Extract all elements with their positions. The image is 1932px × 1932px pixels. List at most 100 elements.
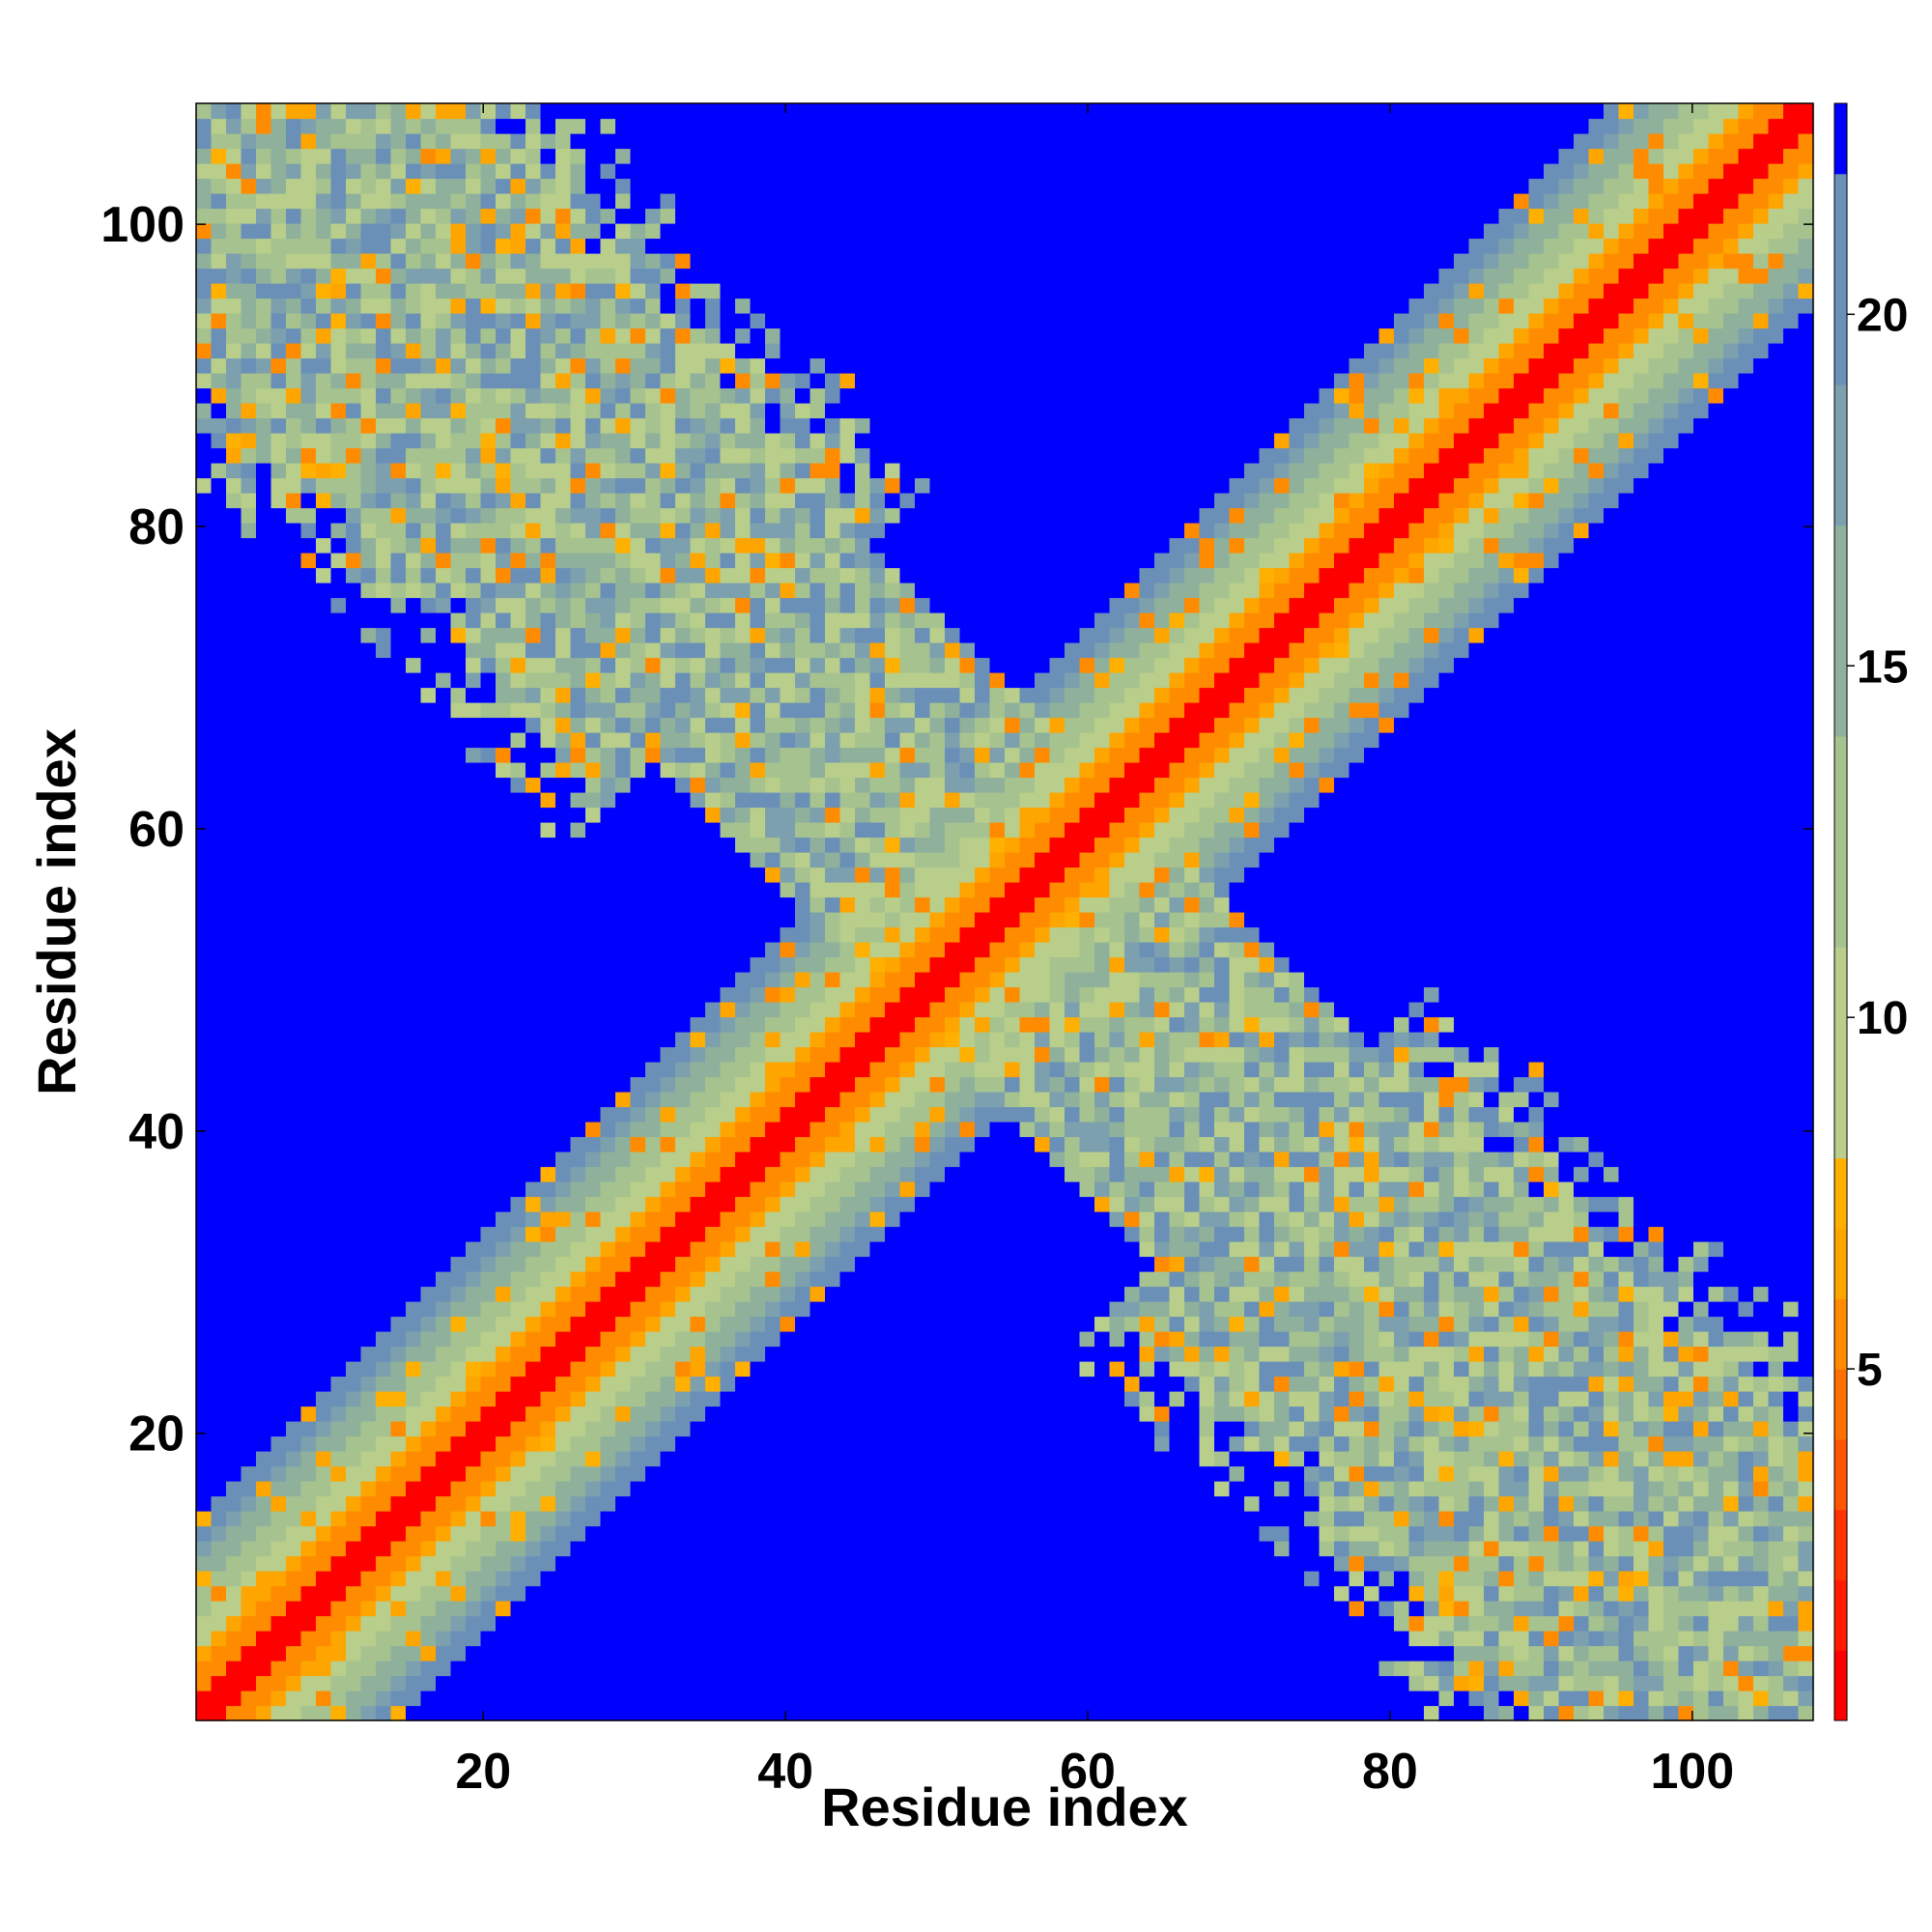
heatmap-cell xyxy=(765,447,781,464)
heatmap-cell xyxy=(390,1406,407,1422)
heatmap-cell xyxy=(795,493,811,509)
heatmap-cell xyxy=(450,762,467,779)
heatmap-cell xyxy=(570,1675,586,1691)
heatmap-cell xyxy=(885,1465,901,1482)
heatmap-cell xyxy=(600,882,616,898)
heatmap-cell xyxy=(406,493,422,509)
heatmap-cell xyxy=(660,1016,676,1033)
heatmap-cell xyxy=(600,1076,616,1093)
heatmap-cell xyxy=(585,417,602,434)
heatmap-cell xyxy=(406,1286,422,1302)
heatmap-cell xyxy=(795,1316,811,1332)
heatmap-cell xyxy=(690,223,706,240)
heatmap-cell xyxy=(705,1271,722,1288)
heatmap-cell xyxy=(540,403,556,419)
heatmap-cell xyxy=(211,1541,227,1557)
heatmap-cell xyxy=(360,1391,377,1407)
heatmap-cell xyxy=(196,298,213,314)
heatmap-cell xyxy=(450,1631,467,1647)
heatmap-cell xyxy=(645,1451,662,1467)
heatmap-cell xyxy=(360,1601,377,1617)
heatmap-cell xyxy=(705,1406,722,1422)
heatmap-cell xyxy=(406,268,422,284)
heatmap-cell xyxy=(256,1166,272,1182)
heatmap-cell xyxy=(450,1421,467,1437)
heatmap-cell xyxy=(675,1495,692,1512)
heatmap-cell xyxy=(496,852,512,868)
heatmap-cell xyxy=(645,657,662,673)
heatmap-cell xyxy=(810,1166,826,1182)
heatmap-cell xyxy=(286,193,302,210)
heatmap-cell xyxy=(226,417,242,434)
heatmap-cell xyxy=(300,1435,317,1452)
heatmap-cell xyxy=(450,507,467,524)
heatmap-cell xyxy=(480,1002,497,1018)
heatmap-cell xyxy=(660,687,676,703)
heatmap-cell xyxy=(540,298,556,314)
heatmap-cell xyxy=(256,417,272,434)
heatmap-cell xyxy=(690,807,706,823)
heatmap-cell xyxy=(675,1046,692,1063)
heatmap-cell xyxy=(615,373,632,389)
heatmap-cell xyxy=(570,103,586,120)
heatmap-cell xyxy=(466,1361,482,1378)
heatmap-cell xyxy=(436,253,452,270)
heatmap-cell xyxy=(885,1331,901,1348)
heatmap-cell xyxy=(256,223,272,240)
heatmap-cell xyxy=(869,926,886,943)
heatmap-cell xyxy=(256,702,272,719)
heatmap-cell xyxy=(480,942,497,958)
heatmap-cell xyxy=(555,1166,572,1182)
heatmap-cell xyxy=(241,1076,257,1093)
heatmap-cell xyxy=(330,1631,347,1647)
heatmap-cell xyxy=(420,403,437,419)
heatmap-cell xyxy=(420,792,437,809)
heatmap-cell xyxy=(196,1571,213,1587)
heatmap-cell xyxy=(780,208,796,224)
heatmap-cell xyxy=(795,1032,811,1048)
heatmap-cell xyxy=(855,148,871,164)
heatmap-cell xyxy=(645,942,662,958)
heatmap-cell xyxy=(496,702,512,719)
heatmap-cell xyxy=(436,642,452,659)
heatmap-cell xyxy=(630,148,646,164)
heatmap-cell xyxy=(795,1465,811,1482)
heatmap-cell xyxy=(406,1435,422,1452)
heatmap-cell xyxy=(526,537,542,554)
heatmap-cell xyxy=(526,178,542,194)
heatmap-cell xyxy=(300,118,317,134)
heatmap-cell xyxy=(570,118,586,134)
heatmap-cell xyxy=(510,1286,526,1302)
heatmap-cell xyxy=(436,193,452,210)
heatmap-cell xyxy=(720,477,736,494)
heatmap-cell xyxy=(420,268,437,284)
heatmap-cell xyxy=(660,1122,676,1138)
heatmap-cell xyxy=(196,493,213,509)
heatmap-cell xyxy=(825,327,841,344)
heatmap-cell xyxy=(585,268,602,284)
heatmap-cell xyxy=(330,1032,347,1048)
heatmap-cell xyxy=(660,477,676,494)
heatmap-cell xyxy=(570,283,586,299)
heatmap-cell xyxy=(466,1076,482,1093)
heatmap-cell xyxy=(376,1435,392,1452)
heatmap-cell xyxy=(720,1555,736,1572)
heatmap-cell xyxy=(555,657,572,673)
heatmap-cell xyxy=(705,193,722,210)
heatmap-cell xyxy=(316,417,332,434)
heatmap-cell xyxy=(211,1705,227,1721)
heatmap-cell xyxy=(585,942,602,958)
heatmap-cell xyxy=(211,1122,227,1138)
heatmap-cell xyxy=(825,1511,841,1527)
heatmap-cell xyxy=(540,1136,556,1152)
heatmap-cell xyxy=(585,133,602,150)
heatmap-cell xyxy=(825,1196,841,1212)
heatmap-cell xyxy=(241,747,257,763)
heatmap-cell xyxy=(570,477,586,494)
heatmap-cell xyxy=(839,1631,856,1647)
heatmap-cell xyxy=(420,433,437,449)
heatmap-cell xyxy=(376,942,392,958)
heatmap-cell xyxy=(660,1002,676,1018)
heatmap-cell xyxy=(360,747,377,763)
heatmap-cell xyxy=(869,553,886,569)
